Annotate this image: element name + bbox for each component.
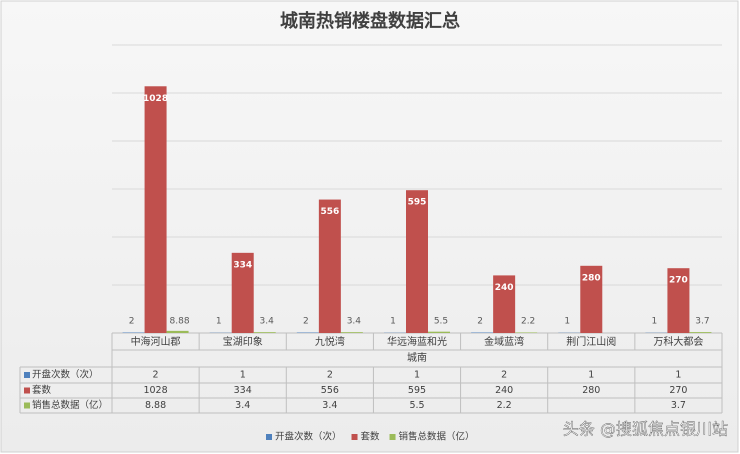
data-label: 3.7 — [695, 317, 709, 327]
bar — [515, 332, 538, 333]
table-cell: 595 — [408, 385, 426, 396]
bar — [580, 265, 603, 333]
bar — [318, 199, 341, 333]
bar — [144, 86, 167, 333]
table-cell: 2.2 — [497, 400, 512, 411]
table-cell: 8.88 — [145, 400, 166, 411]
legend-label: 开盘次数（次） — [275, 431, 342, 443]
table-cell: 1 — [414, 370, 420, 381]
table-cell: 556 — [321, 385, 339, 396]
data-label: 2 — [129, 317, 135, 327]
bar — [493, 275, 516, 333]
data-label: 8.88 — [170, 317, 190, 327]
table-cell: 5.5 — [409, 400, 424, 411]
bar — [340, 332, 363, 333]
table-cell: 1 — [588, 370, 594, 381]
table-cell: 240 — [495, 385, 513, 396]
bar — [689, 332, 712, 333]
data-label: 5.5 — [434, 317, 448, 327]
data-label: 1 — [216, 317, 222, 327]
table-cell: 334 — [234, 385, 252, 396]
data-label: 2 — [303, 317, 309, 327]
bar — [406, 190, 428, 333]
table-cell: 3.4 — [322, 400, 337, 411]
legend-label: 套数 — [361, 431, 381, 443]
data-label: 334 — [233, 260, 252, 270]
x-tick-label: 九悦湾 — [315, 335, 345, 348]
table-cell: 2 — [501, 370, 507, 381]
table-cell: 1028 — [143, 385, 167, 396]
table-cell: 2 — [327, 370, 333, 381]
bar — [428, 331, 450, 333]
data-label: 556 — [320, 207, 339, 217]
data-label: 2 — [477, 317, 483, 327]
legend-key — [266, 434, 272, 440]
data-label: 1028 — [143, 94, 168, 104]
data-label: 240 — [495, 283, 514, 293]
table-row-header: 开盘次数（次） — [32, 369, 99, 381]
table-row-header: 销售总数据（亿） — [32, 399, 108, 411]
legend-key — [351, 434, 358, 440]
data-label: 1 — [652, 317, 658, 327]
x-tick-label: 华远海蓝和光 — [387, 335, 447, 348]
legend-key — [24, 372, 30, 378]
data-label: 595 — [408, 198, 427, 208]
data-label: 1 — [390, 317, 396, 327]
x-axis-title: 城南 — [407, 351, 427, 364]
table-cell: 2 — [153, 370, 159, 381]
legend-key — [389, 434, 396, 440]
table-row-header: 套数 — [32, 384, 52, 396]
bar — [667, 268, 690, 333]
table-cell: 1 — [240, 370, 246, 381]
bar — [253, 332, 276, 333]
bar — [231, 252, 254, 333]
data-label: 3.4 — [347, 317, 362, 327]
data-label: 270 — [669, 276, 688, 286]
chart-title: 城南热销楼盘数据汇总 — [280, 10, 460, 32]
table-cell: 1 — [675, 370, 681, 381]
table-cell: 3.7 — [671, 400, 686, 411]
legend-key — [24, 402, 30, 409]
data-label: 3.4 — [260, 317, 275, 327]
x-tick-label: 中海河山郡 — [131, 335, 181, 348]
x-tick-label: 宝湖印象 — [223, 335, 263, 348]
data-label: 2.2 — [521, 317, 535, 327]
data-label: 280 — [582, 273, 601, 283]
legend-key — [24, 387, 30, 394]
x-tick-label: 万科大都会 — [653, 335, 703, 348]
watermark: 头条 @搜狐焦点银川站 — [563, 420, 728, 439]
x-tick-label: 荆门江山阅 — [566, 335, 616, 348]
legend-label: 销售总数据（亿） — [399, 431, 475, 443]
data-label: 1 — [564, 317, 570, 327]
x-tick-label: 金域蓝湾 — [484, 335, 524, 348]
table-cell: 3.4 — [235, 400, 250, 411]
table-cell: 280 — [582, 385, 600, 396]
bar — [166, 330, 189, 333]
table-cell: 270 — [669, 385, 687, 396]
